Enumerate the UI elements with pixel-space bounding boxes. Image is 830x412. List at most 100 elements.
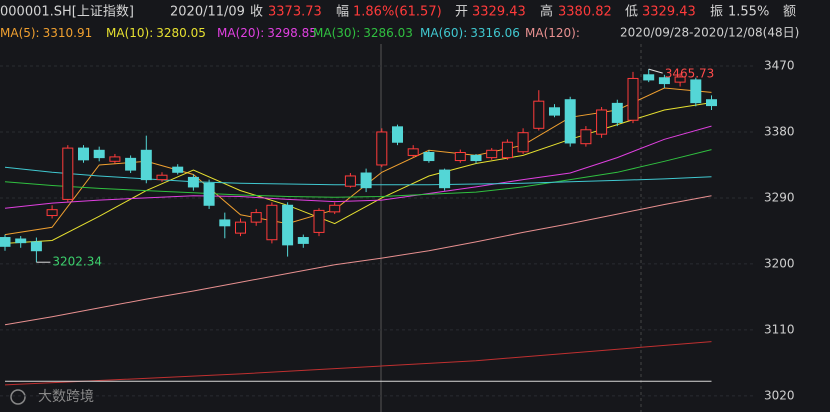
watermark: 大数跨境 — [38, 389, 94, 405]
ma-legend-value: 3298.85 — [267, 26, 317, 40]
ma-legend-value: 3280.05 — [156, 26, 206, 40]
ma-line — [4, 166, 712, 186]
max-pointer — [648, 68, 663, 74]
candle-body — [706, 99, 717, 107]
candle-body — [46, 209, 58, 217]
candle-body — [611, 102, 623, 123]
candle-body — [344, 175, 356, 187]
candle-body — [690, 79, 702, 104]
candle-body — [187, 176, 199, 188]
candle-body — [219, 219, 231, 227]
watermark-logo — [10, 389, 26, 405]
ma-line — [4, 87, 712, 236]
candle-body — [78, 147, 89, 161]
header-label: 额 — [783, 5, 796, 20]
candle-body — [360, 172, 372, 189]
candle-body — [30, 241, 42, 252]
ma-legend-value: 3286.03 — [363, 26, 413, 40]
ma-legend: MA(30): 3286.03 — [313, 26, 413, 40]
header-value: 3373.73 — [268, 5, 322, 20]
candle-body — [470, 154, 482, 162]
ma-line — [4, 341, 712, 386]
candle-body — [0, 237, 11, 247]
ma-legend-value: 3310.91 — [43, 26, 93, 40]
y-tick-label: 3470 — [764, 58, 795, 72]
ma-legend-name: MA(20): — [217, 26, 264, 40]
header-value: 1.86%(61.57) — [353, 5, 442, 20]
candle-body — [658, 77, 670, 85]
candle-body — [643, 74, 655, 81]
header-value: 3329.43 — [472, 5, 526, 20]
ma-legend-name: MA(5): — [0, 26, 40, 40]
candle-body — [392, 126, 403, 143]
header-label: 振 — [710, 5, 723, 20]
candle-body — [627, 77, 639, 121]
ma-legend-value: 3316.06 — [470, 26, 520, 40]
ma-legend-name: MA(10): — [106, 26, 153, 40]
candle-body — [109, 156, 121, 162]
candle-body — [596, 109, 608, 135]
ma-legend-name: MA(30): — [313, 26, 360, 40]
range-label: 2020/09/28-2020/12/08(48日) — [620, 26, 799, 40]
ma-legend: MA(60): 3316.06 — [420, 26, 520, 40]
ma-line — [4, 149, 712, 198]
ma-legend: MA(10): 3280.05 — [106, 26, 206, 40]
candle-body — [297, 237, 309, 244]
y-tick-label: 3290 — [764, 190, 795, 204]
y-tick-label: 3380 — [764, 124, 795, 138]
candle-body — [266, 204, 278, 241]
ma-line — [4, 125, 712, 209]
header-label: 幅 — [336, 5, 349, 20]
candle-body — [564, 99, 576, 144]
candle-body — [140, 149, 152, 181]
candle-body — [423, 151, 435, 162]
y-tick-label: 3200 — [764, 256, 795, 270]
header-value: 3329.43 — [642, 5, 696, 20]
candle-body — [313, 209, 325, 233]
candle-body — [250, 212, 262, 223]
candle-body — [580, 129, 592, 145]
candle-body — [533, 100, 545, 129]
y-tick-label: 3110 — [764, 322, 795, 336]
candle-body — [439, 169, 451, 189]
candle-body — [156, 174, 168, 181]
ma-legend-name: MA(60): — [420, 26, 467, 40]
candle-body — [376, 131, 388, 166]
date: 2020/11/09 — [170, 5, 245, 20]
header-value: 1.55% — [728, 5, 769, 20]
candle-body — [549, 107, 560, 116]
candle-body — [674, 76, 686, 83]
candle-body — [501, 141, 513, 159]
candle-body — [203, 182, 215, 206]
max-label: 3465.73 — [665, 67, 715, 81]
candle-body — [407, 148, 419, 156]
candle-body — [282, 204, 294, 246]
ma-line — [4, 195, 712, 326]
candle-body — [93, 149, 105, 159]
min-label: 3202.34 — [52, 255, 102, 269]
ma-legend-name: MA(120): — [525, 26, 580, 40]
symbol: 000001.SH[上证指数] — [0, 5, 134, 20]
candle-body — [517, 132, 529, 153]
candle-body — [486, 149, 498, 159]
candle-body — [329, 204, 341, 213]
header-label: 低 — [625, 5, 638, 20]
ma-legend: MA(20): 3298.85 — [217, 26, 317, 40]
header-value: 3380.82 — [558, 5, 612, 20]
candle-body — [172, 166, 184, 173]
ma-legend: MA(5): 3310.91 — [0, 26, 92, 40]
candle-body — [454, 151, 466, 162]
candle-body — [125, 157, 137, 171]
ma-line — [4, 102, 712, 244]
header-label: 开 — [455, 5, 468, 20]
ma-legend: MA(120): — [525, 26, 580, 40]
candle-body — [15, 238, 27, 244]
candle-body — [235, 221, 246, 234]
candle-body — [62, 147, 74, 200]
y-tick-label: 3020 — [764, 388, 795, 402]
header-label: 收 — [250, 5, 263, 20]
header-label: 高 — [540, 4, 553, 20]
